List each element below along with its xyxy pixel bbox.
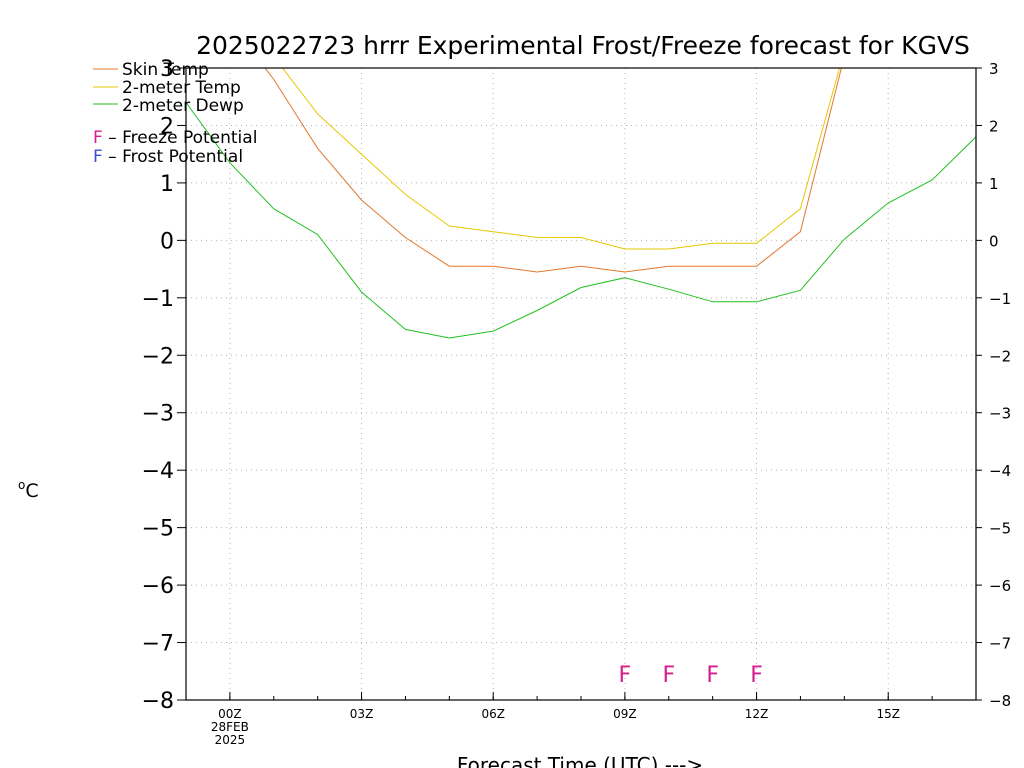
y-tick-label-right: 0 — [989, 232, 999, 250]
y-tick-label-right: −2 — [989, 347, 1011, 365]
x-tick-year: 2025 — [215, 733, 246, 747]
y-tick-label: 0 — [160, 229, 174, 254]
y-tick-label: −4 — [142, 459, 174, 484]
y-tick-label: −1 — [142, 287, 174, 312]
x-axis-label: Forecast Time (UTC) ---> — [457, 753, 703, 768]
y-tick-label: 1 — [160, 172, 174, 197]
legend-frost-potential: F – Frost Potential — [93, 147, 243, 167]
x-tick-label: 03Z — [350, 707, 374, 721]
y-tick-label: 2 — [160, 114, 174, 139]
legend: Skin Temp 2-meter Temp 2-meter Dewp F – … — [93, 60, 257, 167]
y-tick-label: −8 — [142, 689, 174, 714]
y-tick-label-right: −3 — [989, 405, 1011, 423]
frost-potential-marker: F — [93, 147, 103, 167]
freeze-potential-marker: F — [93, 128, 103, 148]
y-axis-label-unit: C — [25, 480, 38, 502]
y-tick-label-right: −8 — [989, 692, 1011, 710]
y-tick-label-right: 3 — [989, 60, 999, 78]
freeze-marker: F — [619, 663, 632, 688]
x-tick-label: 15Z — [876, 707, 900, 721]
2-meter-dewp-line — [186, 102, 976, 339]
2-meter-temp-line — [281, 68, 841, 250]
series-group — [186, 68, 976, 339]
series-lines — [186, 68, 976, 339]
y-axis-label: oC — [18, 478, 39, 502]
y-axis-left: −8 −7 −6 −5 −4 −3 −2 −1 0 1 2 3 — [142, 57, 186, 714]
legend-label-2m-dewp: 2-meter Dewp — [122, 96, 244, 116]
freeze-marker: F — [706, 663, 719, 688]
legend-label-2m-temp: 2-meter Temp — [122, 78, 241, 98]
legend-freeze-potential: F – Freeze Potential — [93, 128, 257, 148]
freeze-marker: F — [750, 663, 763, 688]
y-tick-label: −7 — [142, 632, 174, 657]
x-tick-date: 28FEB — [211, 720, 249, 734]
y-tick-label: −6 — [142, 574, 174, 599]
y-tick-label: −5 — [142, 517, 174, 542]
y-tick-label-right: 1 — [989, 175, 999, 193]
x-tick-label: 06Z — [481, 707, 505, 721]
y-axis-label-degree: o — [18, 478, 25, 492]
y-tick-label-right: −6 — [989, 577, 1011, 595]
y-tick-label: −2 — [142, 344, 174, 369]
y-tick-label: 3 — [160, 57, 174, 82]
y-axis-right: −8 −7 −6 −5 −4 −3 −2 −1 0 1 2 3 — [976, 60, 1011, 710]
chart-title: 2025022723 hrrr Experimental Frost/Freez… — [196, 31, 970, 60]
freeze-potential-label: – Freeze Potential — [103, 128, 258, 148]
x-tick-label: 00Z — [218, 707, 242, 721]
y-tick-label: −3 — [142, 402, 174, 427]
y-tick-label-right: −4 — [989, 462, 1011, 480]
y-tick-label-right: −1 — [989, 290, 1011, 308]
x-tick-label: 09Z — [613, 707, 637, 721]
freeze-marker: F — [662, 663, 675, 688]
frost-potential-label: – Frost Potential — [103, 147, 243, 167]
grid-lines — [186, 68, 976, 700]
legend-label-skin-temp: Skin Temp — [122, 60, 209, 80]
y-tick-label-right: −5 — [989, 520, 1011, 538]
y-tick-label-right: −7 — [989, 635, 1011, 653]
plot-frame — [185, 67, 977, 701]
y-tick-label-right: 2 — [989, 117, 999, 135]
x-tick-label: 12Z — [745, 707, 769, 721]
skin-temp-line — [264, 68, 842, 273]
